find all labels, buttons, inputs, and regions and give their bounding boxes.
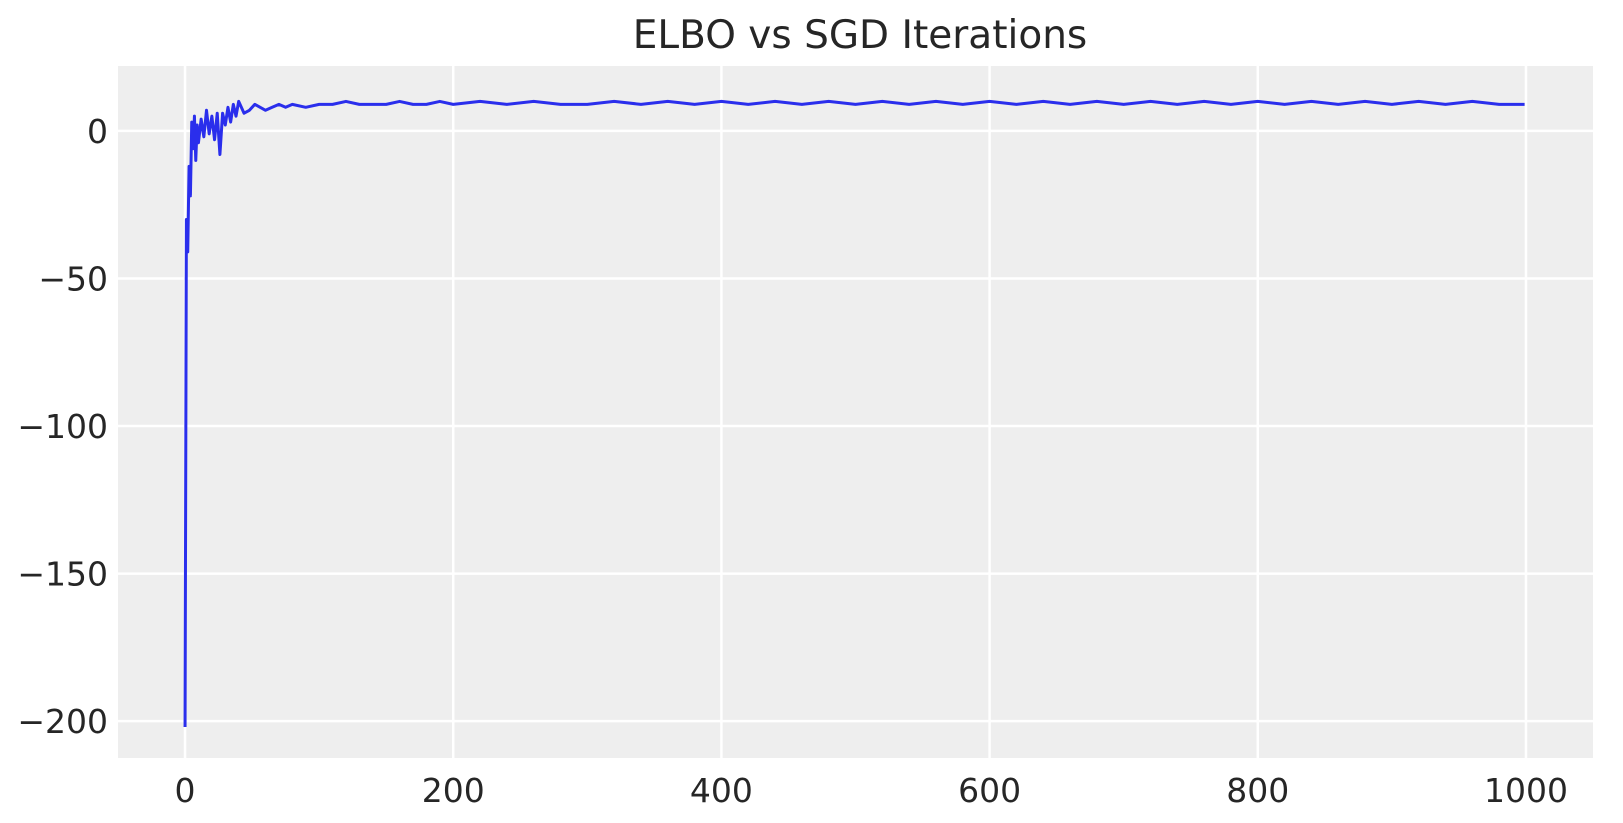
x-tick-label: 400 — [690, 771, 753, 810]
series-layer — [183, 99, 1525, 728]
y-tick-label: −150 — [17, 555, 108, 594]
x-tick-label: 0 — [175, 771, 196, 810]
series-line — [183, 99, 1525, 728]
plot-area — [118, 66, 1593, 758]
grid-lines — [118, 66, 1593, 758]
x-tick-label: 1000 — [1484, 771, 1568, 810]
y-tick-label: −100 — [17, 407, 108, 446]
x-tick-label: 600 — [958, 771, 1021, 810]
x-tick-label: 800 — [1226, 771, 1289, 810]
x-axis-ticks: 0 200 400 600 800 1000 — [175, 771, 1568, 810]
y-tick-label: −200 — [17, 702, 108, 741]
y-tick-label: 0 — [87, 112, 108, 151]
y-axis-ticks: 0 −50 −100 −150 −200 — [17, 112, 108, 741]
y-tick-label: −50 — [38, 259, 108, 298]
x-tick-label: 200 — [422, 771, 485, 810]
chart-title: ELBO vs SGD Iterations — [633, 13, 1087, 58]
